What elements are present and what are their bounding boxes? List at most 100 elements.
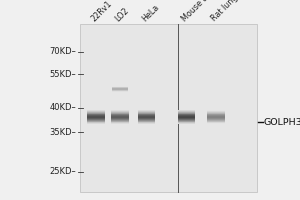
Bar	[87, 112, 105, 113]
Bar	[87, 117, 105, 118]
Bar	[87, 120, 105, 121]
Bar	[207, 112, 225, 113]
Bar	[178, 122, 195, 123]
Bar	[207, 117, 225, 118]
Bar	[138, 113, 155, 114]
Text: Rat lung: Rat lung	[210, 0, 240, 23]
Bar	[178, 117, 195, 118]
Bar	[87, 119, 105, 120]
Text: 22Rv1: 22Rv1	[90, 0, 114, 23]
Bar	[138, 115, 155, 116]
Bar	[178, 110, 195, 111]
Bar	[112, 90, 128, 91]
Bar	[111, 121, 129, 122]
Text: GOLPH3: GOLPH3	[264, 118, 300, 127]
Bar	[178, 112, 195, 113]
Bar	[111, 118, 129, 119]
Bar	[138, 120, 155, 121]
Bar	[111, 116, 129, 117]
Text: HeLa: HeLa	[140, 2, 161, 23]
Bar	[138, 111, 155, 112]
Bar	[87, 110, 105, 111]
Bar	[111, 110, 129, 111]
Bar	[138, 123, 155, 124]
Bar	[178, 116, 195, 117]
Bar	[138, 120, 155, 121]
Bar	[207, 114, 225, 115]
Bar	[87, 117, 105, 118]
Bar	[112, 89, 128, 90]
Bar	[87, 122, 105, 123]
Bar	[111, 116, 129, 117]
Bar	[207, 121, 225, 122]
Bar	[80, 24, 256, 192]
Bar	[112, 87, 128, 88]
Bar	[111, 113, 129, 114]
Text: LO2: LO2	[114, 6, 131, 23]
Bar	[207, 115, 225, 116]
Text: 70KD–: 70KD–	[50, 47, 76, 56]
Bar	[111, 120, 129, 121]
Bar	[178, 121, 195, 122]
Bar	[87, 113, 105, 114]
Bar	[112, 91, 128, 92]
Bar	[178, 119, 195, 120]
Bar	[87, 123, 105, 124]
Bar	[207, 122, 225, 123]
Bar	[178, 113, 195, 114]
Bar	[178, 116, 195, 117]
Bar	[207, 119, 225, 120]
Bar	[111, 115, 129, 116]
Bar	[207, 113, 225, 114]
Bar	[112, 91, 128, 92]
Bar	[111, 119, 129, 120]
Bar	[112, 88, 128, 89]
Bar	[87, 121, 105, 122]
Bar	[178, 120, 195, 121]
Bar	[138, 121, 155, 122]
Text: 35KD–: 35KD–	[50, 128, 76, 137]
Bar	[138, 117, 155, 118]
Bar	[207, 116, 225, 117]
Bar	[111, 113, 129, 114]
Bar	[207, 117, 225, 118]
Bar	[111, 121, 129, 122]
Bar	[111, 111, 129, 112]
Bar	[178, 121, 195, 122]
Bar	[207, 112, 225, 113]
Bar	[138, 119, 155, 120]
Bar	[111, 117, 129, 118]
Bar	[87, 120, 105, 121]
Bar	[138, 116, 155, 117]
Bar	[87, 116, 105, 117]
Bar	[87, 114, 105, 115]
Bar	[207, 120, 225, 121]
Bar	[207, 110, 225, 111]
Bar	[207, 111, 225, 112]
Text: 40KD–: 40KD–	[50, 104, 76, 112]
Bar	[111, 117, 129, 118]
Bar	[111, 112, 129, 113]
Bar	[111, 122, 129, 123]
Bar	[111, 112, 129, 113]
Bar	[87, 116, 105, 117]
Text: 55KD–: 55KD–	[50, 70, 76, 79]
Bar	[112, 86, 128, 87]
Bar	[138, 113, 155, 114]
Bar	[87, 118, 105, 119]
Bar	[87, 115, 105, 116]
Bar	[138, 118, 155, 119]
Bar	[138, 110, 155, 111]
Bar	[207, 123, 225, 124]
Bar	[207, 120, 225, 121]
Bar	[207, 121, 225, 122]
Bar	[207, 116, 225, 117]
Bar	[178, 114, 195, 115]
Bar	[87, 113, 105, 114]
Bar	[178, 113, 195, 114]
Bar	[178, 112, 195, 113]
Bar	[207, 118, 225, 119]
Bar	[178, 117, 195, 118]
Bar	[138, 114, 155, 115]
Bar	[87, 111, 105, 112]
